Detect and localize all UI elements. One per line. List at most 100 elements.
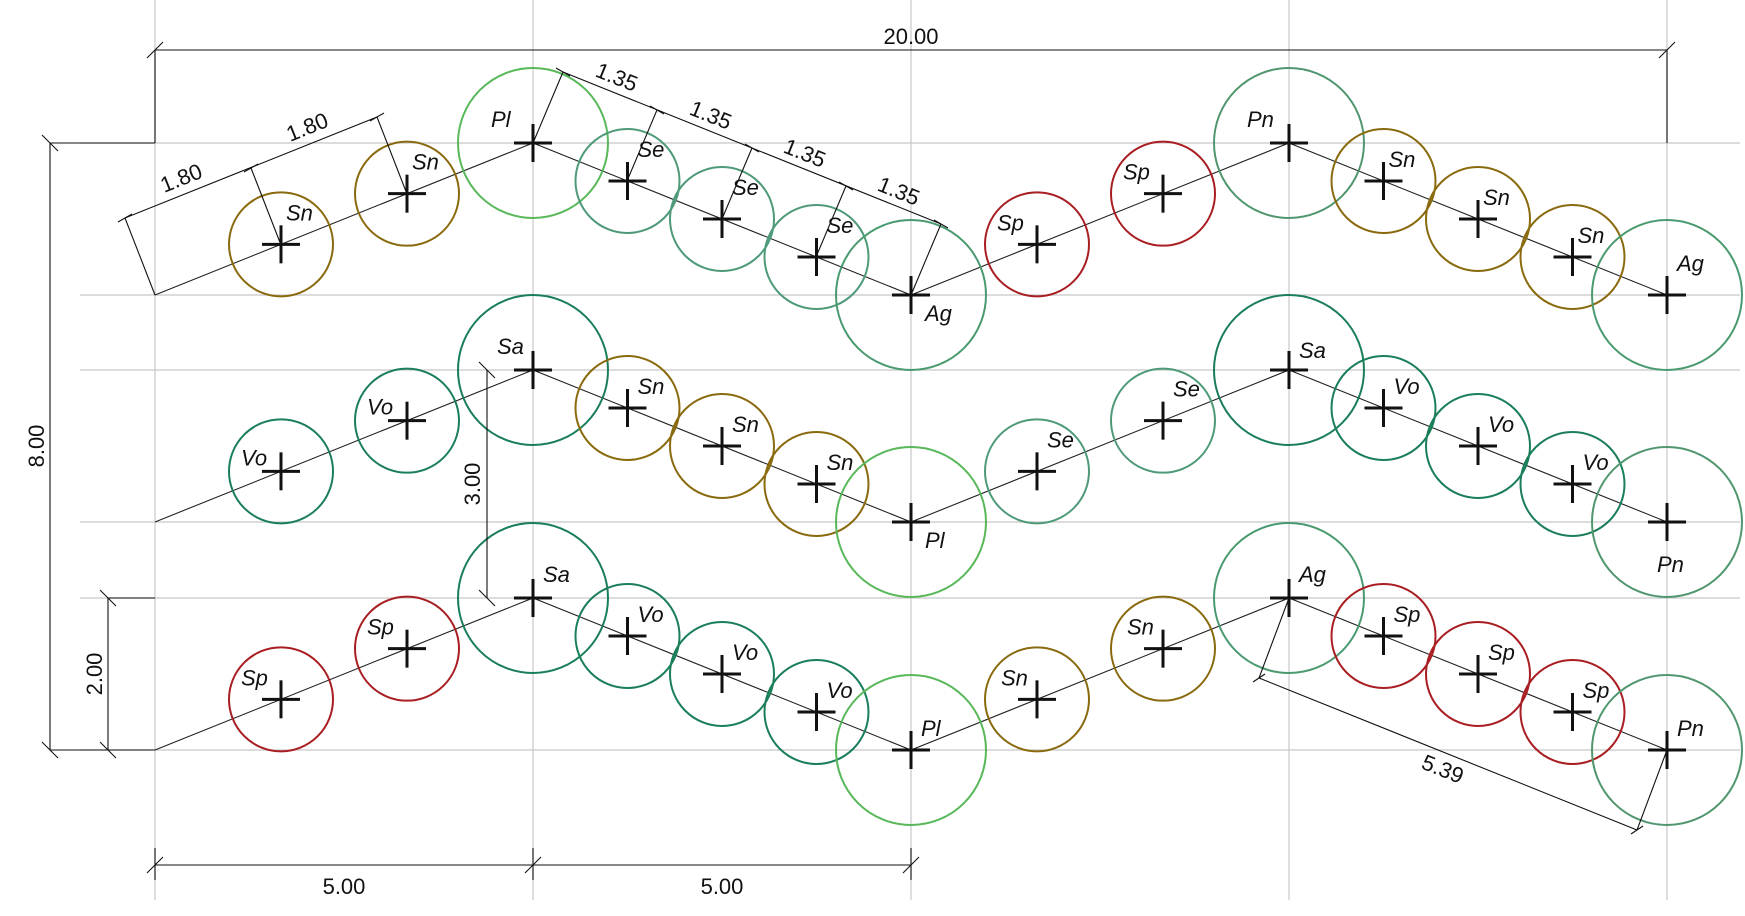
plant-canopy	[984, 646, 1090, 753]
plant-vo: Vo	[1330, 355, 1437, 461]
plant-pl: Pl	[835, 446, 987, 598]
plant-canopy	[1213, 522, 1365, 674]
plant-pn: Pn	[1591, 446, 1743, 598]
plant-sp: Sp	[1519, 659, 1626, 765]
dimension-overall-height-label: 8.00	[24, 425, 49, 468]
plant-sp: Sp	[228, 646, 334, 753]
dimension-row-offset: 3.00	[460, 361, 496, 607]
plant-label: Se	[827, 213, 854, 238]
plant-label: Pn	[1677, 716, 1704, 741]
plant-label: Sa	[543, 562, 570, 587]
dimension-spacing-a: 1.80 1.80	[117, 107, 408, 296]
plant-label: Sp	[997, 210, 1024, 235]
plant-canopy	[457, 67, 609, 219]
plant-vo: Vo	[574, 583, 681, 689]
plant-label: Sp	[1583, 678, 1610, 703]
plant-sn: Sn	[1330, 128, 1437, 234]
plant-canopy	[763, 204, 870, 310]
dimension-overall-height: 8.00	[24, 134, 155, 759]
plant-sn: Sn	[574, 355, 681, 461]
dimension-overall-width-label: 20.00	[883, 24, 938, 49]
plant-canopy	[228, 646, 334, 753]
plant-canopy	[574, 583, 681, 689]
dimension-diagonal: 5.39	[1252, 597, 1668, 835]
plant-label: Sa	[497, 334, 524, 359]
plant-canopy	[1110, 367, 1216, 474]
plant-canopy	[1330, 583, 1437, 689]
plant-canopy	[354, 140, 460, 247]
plant-ag: Ag	[1591, 219, 1743, 371]
plant-canopy	[1519, 204, 1626, 310]
plant-label: Sp	[367, 615, 394, 640]
plant-label: Pl	[921, 716, 942, 741]
plant-pl: Pl	[835, 674, 987, 826]
plant-canopy	[984, 418, 1090, 525]
plant-canopy	[1330, 128, 1437, 234]
plant-canopy	[1425, 621, 1531, 727]
plant-label: Sn	[286, 200, 313, 225]
plant-label: Pl	[925, 528, 946, 553]
plant-canopy	[228, 191, 334, 298]
plant-canopy	[835, 674, 987, 826]
plant-sn: Sn	[1110, 595, 1216, 702]
plant-sa: Sa	[1213, 294, 1365, 446]
dimension-wave-height-label: 2.00	[82, 653, 107, 696]
dimension-spacing-a2-label: 1.80	[283, 107, 332, 146]
dimension-wave-height: 2.00	[82, 589, 155, 759]
plant-label: Vo	[367, 395, 393, 420]
plant-canopy	[574, 128, 681, 234]
plant-canopy	[1425, 166, 1531, 272]
plant-sa: Sa	[457, 522, 609, 674]
dimension-spacing-b3-label: 1.35	[780, 133, 829, 172]
plant-label: Se	[1047, 427, 1074, 452]
plant-canopy	[1110, 595, 1216, 702]
plant-label: Sn	[827, 450, 854, 475]
plant-label: Pn	[1247, 107, 1274, 132]
plant-canopy	[457, 294, 609, 446]
plant-canopy	[1213, 67, 1365, 219]
plant-se: Se	[1110, 367, 1216, 474]
plant-canopy	[835, 446, 987, 598]
dimension-spacing-b2-label: 1.35	[686, 95, 735, 134]
plant-sp: Sp	[1425, 621, 1531, 727]
plant-canopy	[669, 621, 775, 727]
plant-sp: Sp	[1330, 583, 1437, 689]
plants-layer: Sn Sn Pl Se Se Se Ag Sp Sp Pn Sn Sn Sn Ag Vo Vo Sa Sn Sn Sn…	[228, 67, 1743, 826]
plant-vo: Vo	[763, 659, 870, 765]
plant-canopy	[835, 219, 987, 371]
dimension-spacing-b: 1.35 1.35 1.35 1.35	[532, 57, 949, 296]
plant-label: Sn	[1389, 147, 1416, 172]
plant-label: Se	[638, 137, 665, 162]
plant-label: Vo	[1488, 412, 1514, 437]
plant-vo: Vo	[1425, 393, 1531, 499]
plant-sn: Sn	[763, 431, 870, 537]
plant-canopy	[354, 595, 460, 702]
plant-vo: Vo	[1519, 431, 1626, 537]
plant-vo: Vo	[228, 418, 334, 525]
plant-label: Ag	[923, 301, 953, 326]
plant-canopy	[669, 393, 775, 499]
dimension-row-offset-label: 3.00	[460, 463, 485, 506]
dimension-bottom-right-label: 5.00	[701, 874, 744, 899]
plant-sp: Sp	[354, 595, 460, 702]
plant-label: Vo	[1583, 450, 1609, 475]
dimension-spacing-b4-label: 1.35	[874, 171, 923, 210]
plant-canopy	[354, 367, 460, 474]
plant-label: Sn	[1483, 185, 1510, 210]
dimension-spacing-a1-label: 1.80	[157, 158, 206, 197]
plant-canopy	[1425, 393, 1531, 499]
plant-se: Se	[763, 204, 870, 310]
plant-canopy	[669, 166, 775, 272]
plant-canopy	[984, 191, 1090, 298]
dimension-diagonal-label: 5.39	[1418, 749, 1467, 788]
plant-canopy	[457, 522, 609, 674]
plant-label: Sn	[732, 412, 759, 437]
plant-vo: Vo	[354, 367, 460, 474]
dimension-bottom-left: 5.00 5.00	[146, 848, 920, 899]
plant-canopy	[1591, 674, 1743, 826]
plant-label: Sp	[1394, 602, 1421, 627]
plant-canopy	[1591, 446, 1743, 598]
dimension-annotations: 20.00 8.00 2.00 3.00	[24, 24, 1676, 899]
plant-label: Sp	[241, 665, 268, 690]
plant-label: Vo	[732, 640, 758, 665]
